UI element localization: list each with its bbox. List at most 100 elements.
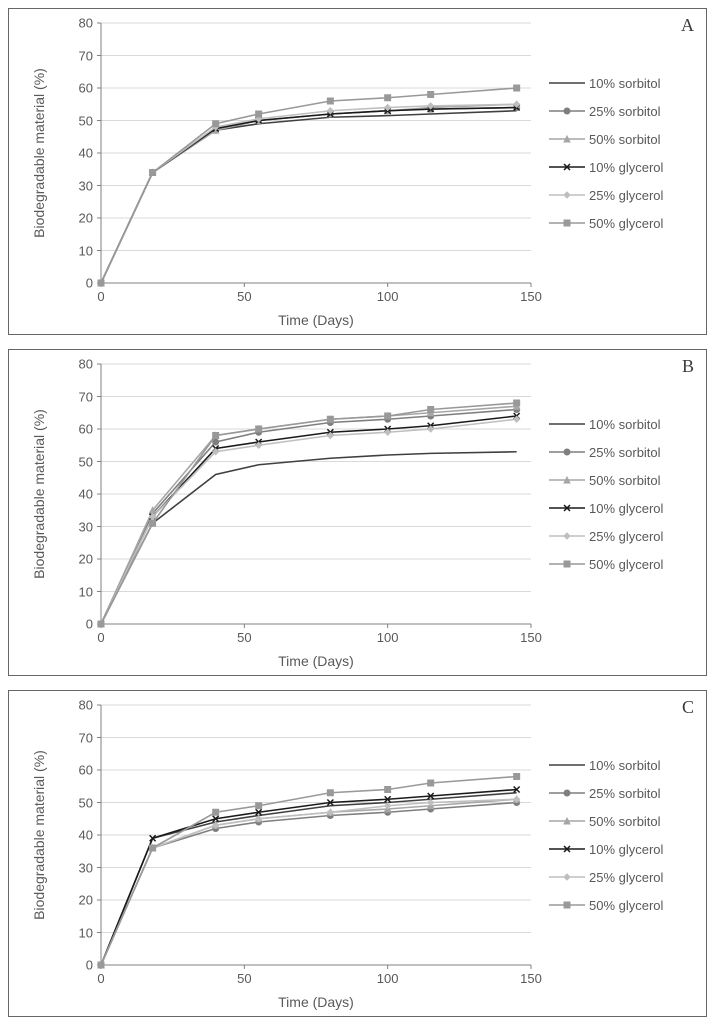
series-line-s25	[101, 108, 517, 284]
y-tick-label: 70	[79, 730, 93, 745]
plot-svg	[101, 705, 531, 965]
legend-label: 25% glycerol	[589, 188, 663, 203]
legend-item-g10: 10% glycerol	[549, 153, 699, 181]
legend-label: 25% glycerol	[589, 870, 663, 885]
series-line-g10	[101, 790, 517, 966]
y-tick-label: 30	[79, 519, 93, 534]
series-marker-g50	[256, 426, 262, 432]
chart-panel-A: ABiodegradable material (%)Time (Days)01…	[8, 8, 707, 335]
legend-item-s25: 25% sorbitol	[549, 438, 699, 466]
panel-letter: A	[681, 15, 694, 36]
series-line-g25	[101, 104, 517, 283]
y-tick-label: 20	[79, 552, 93, 567]
y-axis-label: Biodegradable material (%)	[31, 68, 47, 238]
series-marker-g50	[213, 433, 219, 439]
y-tick-label: 50	[79, 113, 93, 128]
series-line-s10	[101, 452, 517, 624]
series-marker-g50	[428, 407, 434, 413]
x-tick-label: 50	[237, 630, 251, 645]
legend-swatch-icon	[549, 187, 585, 203]
series-line-g10	[101, 108, 517, 284]
y-tick-label: 50	[79, 454, 93, 469]
series-marker-g50	[327, 790, 333, 796]
x-tick-label: 100	[377, 971, 399, 986]
series-marker-g50	[327, 98, 333, 104]
series-marker-g50	[514, 400, 520, 406]
series-marker-g50	[213, 121, 219, 127]
legend-swatch-icon	[549, 215, 585, 231]
legend-item-s25: 25% sorbitol	[549, 97, 699, 125]
legend-item-g10: 10% glycerol	[549, 494, 699, 522]
y-tick-label: 70	[79, 389, 93, 404]
x-tick-label: 150	[520, 630, 542, 645]
legend-label: 10% glycerol	[589, 501, 663, 516]
series-marker-g25	[385, 803, 391, 809]
legend-label: 10% sorbitol	[589, 76, 661, 91]
legend-label: 25% sorbitol	[589, 104, 661, 119]
legend-swatch-icon	[549, 528, 585, 544]
x-tick-label: 100	[377, 630, 399, 645]
legend-item-s25: 25% sorbitol	[549, 779, 699, 807]
chart-panel-B: BBiodegradable material (%)Time (Days)01…	[8, 349, 707, 676]
y-axis-label: Biodegradable material (%)	[31, 750, 47, 920]
legend: 10% sorbitol 25% sorbitol 50% sorbitol 10% …	[549, 410, 699, 578]
x-tick-label: 0	[97, 630, 104, 645]
series-line-s25	[101, 803, 517, 966]
x-tick-label: 50	[237, 289, 251, 304]
chart-panel-C: CBiodegradable material (%)Time (Days)01…	[8, 690, 707, 1017]
series-marker-g25	[428, 800, 434, 806]
series-marker-g50	[98, 621, 104, 627]
legend-swatch-icon	[549, 500, 585, 516]
legend-item-s10: 10% sorbitol	[549, 410, 699, 438]
series-line-g25	[101, 419, 517, 624]
series-line-g25	[101, 799, 517, 965]
series-marker-g50	[385, 787, 391, 793]
y-tick-label: 50	[79, 795, 93, 810]
legend-swatch-icon	[549, 869, 585, 885]
y-tick-label: 80	[79, 16, 93, 31]
y-tick-label: 70	[79, 48, 93, 63]
legend-swatch-icon	[549, 75, 585, 91]
series-marker-g50	[256, 111, 262, 117]
series-marker-s25	[213, 439, 219, 445]
legend-swatch-icon	[549, 785, 585, 801]
legend-swatch-icon	[549, 472, 585, 488]
y-tick-label: 40	[79, 146, 93, 161]
legend-label: 50% sorbitol	[589, 473, 661, 488]
series-line-s50	[101, 799, 517, 965]
x-tick-label: 50	[237, 971, 251, 986]
legend: 10% sorbitol25% sorbitol50% sorbitol10% …	[549, 751, 699, 919]
x-axis-label: Time (Days)	[101, 312, 531, 328]
legend-swatch-icon	[549, 159, 585, 175]
legend-item-s10: 10% sorbitol	[549, 69, 699, 97]
y-tick-label: 10	[79, 243, 93, 258]
series-line-g50	[101, 403, 517, 624]
legend-swatch-icon	[549, 131, 585, 147]
legend-swatch-icon	[549, 556, 585, 572]
legend-swatch-icon	[549, 813, 585, 829]
series-marker-g50	[150, 845, 156, 851]
y-tick-label: 60	[79, 422, 93, 437]
y-tick-label: 10	[79, 584, 93, 599]
series-marker-g50	[428, 92, 434, 98]
y-tick-label: 60	[79, 81, 93, 96]
legend-label: 10% sorbitol	[589, 758, 661, 773]
series-line-s50	[101, 104, 517, 283]
y-tick-label: 20	[79, 893, 93, 908]
legend-item-s50: 50% sorbitol	[549, 807, 699, 835]
y-tick-label: 40	[79, 487, 93, 502]
legend-label: 25% sorbitol	[589, 445, 661, 460]
series-marker-g50	[150, 520, 156, 526]
legend-item-s10: 10% sorbitol	[549, 751, 699, 779]
legend-label: 50% glycerol	[589, 216, 663, 231]
y-tick-label: 30	[79, 178, 93, 193]
series-marker-g50	[150, 170, 156, 176]
legend-swatch-icon	[549, 897, 585, 913]
series-marker-g50	[514, 774, 520, 780]
series-line-s10	[101, 793, 517, 965]
y-tick-label: 10	[79, 925, 93, 940]
plot-svg	[101, 364, 531, 624]
legend-swatch-icon	[549, 757, 585, 773]
y-tick-label: 80	[79, 698, 93, 713]
series-marker-g50	[256, 803, 262, 809]
